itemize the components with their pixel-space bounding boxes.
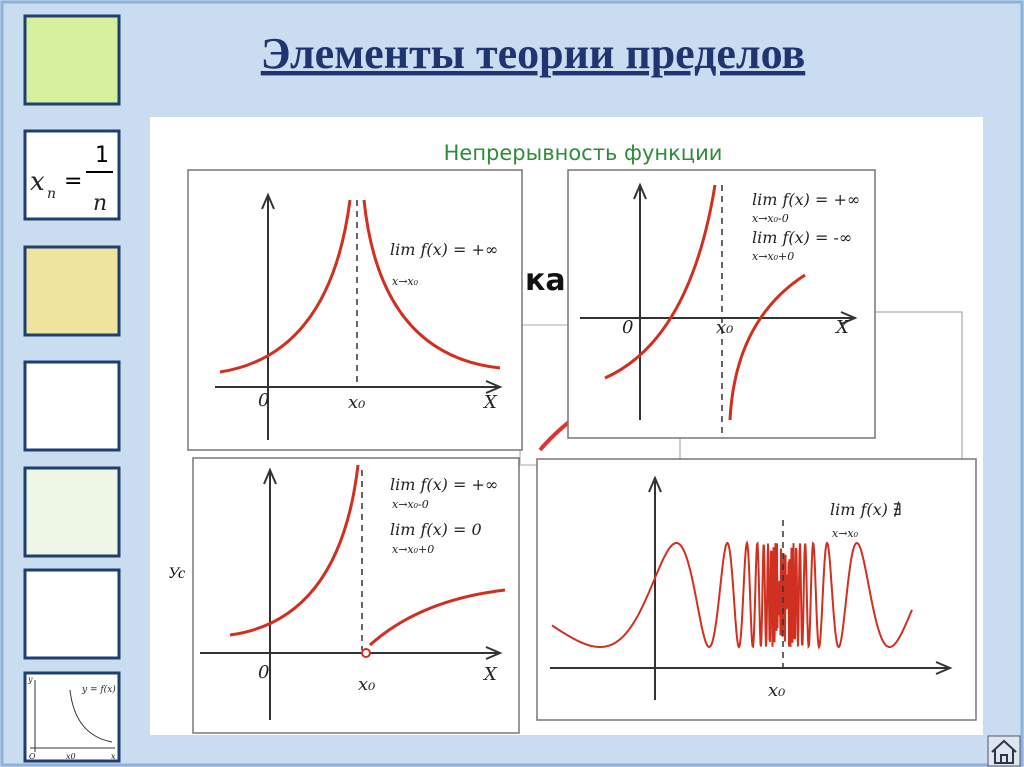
annotation: x→x₀-0 (752, 212, 789, 225)
curve (362, 199, 501, 370)
home-icon[interactable] (991, 739, 1017, 764)
thumb-text: y = f(x) (81, 684, 116, 695)
thumb (23, 568, 121, 660)
x-axis (215, 380, 503, 394)
thumb-text: x0 (66, 752, 76, 761)
thumb (23, 245, 121, 337)
thumb-text: y (27, 675, 33, 684)
origin-label: 0 (258, 662, 269, 683)
thumb (23, 671, 121, 763)
x-axis (550, 661, 953, 675)
thumb-text: 1 (95, 143, 109, 168)
open-point (361, 648, 371, 658)
point-label: x₀ (358, 674, 375, 695)
curve (368, 588, 506, 647)
y-axis (261, 192, 275, 440)
graph-frame (536, 458, 977, 721)
axis-label: X (482, 392, 498, 413)
y-axis (648, 475, 662, 700)
thumbnails (23, 14, 121, 763)
thumb-text: O (29, 752, 36, 761)
annotation: lim f(x) = +∞ (390, 475, 498, 494)
graph-frame (192, 457, 520, 734)
fragment: Ус (168, 565, 185, 582)
origin-label: 0 (622, 317, 633, 338)
annotation: x→x₀ (832, 527, 859, 540)
thumb (23, 466, 121, 558)
annotation: lim f(x) = 0 (390, 520, 482, 539)
annotation: x→x₀ (392, 275, 419, 288)
fragment: ка (525, 263, 566, 298)
point-label: x₀ (768, 680, 785, 701)
annotation: x→x₀+0 (752, 250, 794, 263)
graph-frame (567, 169, 876, 439)
x-axis (580, 311, 858, 325)
thumb-text: n (93, 191, 107, 216)
annotation: lim f(x) = +∞ (752, 190, 860, 209)
thumb-text: x (30, 167, 45, 197)
thumb (23, 360, 121, 452)
curve (728, 273, 806, 421)
point-label: x₀ (348, 392, 365, 413)
subtitle: Непрерывность функции (444, 141, 723, 165)
home-button[interactable] (987, 735, 1021, 767)
axis-label: X (482, 664, 498, 685)
thumb-text: n (47, 186, 56, 202)
thumb (23, 14, 121, 106)
graph-frame (187, 169, 523, 451)
curve (604, 184, 717, 380)
thumb-text: = (64, 169, 82, 194)
curve (219, 199, 352, 374)
origin-label: 0 (258, 390, 269, 411)
title: Элементы теории пределов (261, 29, 806, 78)
thumb (23, 129, 121, 221)
annotation: lim f(x) = -∞ (752, 228, 852, 247)
thumb-text: x (111, 752, 116, 761)
annotation: lim f(x) ∄ (830, 500, 902, 519)
annotation: lim f(x) = +∞ (390, 240, 498, 259)
annotation: x→x₀+0 (392, 543, 434, 556)
thumb-plot (30, 680, 115, 752)
annotation: x→x₀-0 (392, 498, 429, 511)
y-axis (263, 467, 277, 720)
curve (229, 464, 360, 637)
point-label: x₀ (716, 317, 733, 338)
axis-label: X (834, 317, 850, 338)
y-axis (633, 182, 647, 420)
x-axis (200, 646, 503, 660)
oscillation (551, 540, 913, 650)
